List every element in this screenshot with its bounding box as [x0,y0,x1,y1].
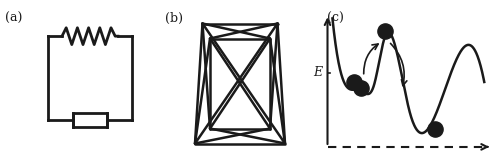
Text: (b): (b) [165,12,183,25]
Text: E: E [313,66,322,79]
Point [350,81,358,83]
Point [356,87,364,89]
Point [381,30,389,33]
Bar [73,113,107,127]
Text: (a): (a) [5,12,22,25]
Point [431,127,439,130]
Text: (c): (c) [328,12,344,25]
